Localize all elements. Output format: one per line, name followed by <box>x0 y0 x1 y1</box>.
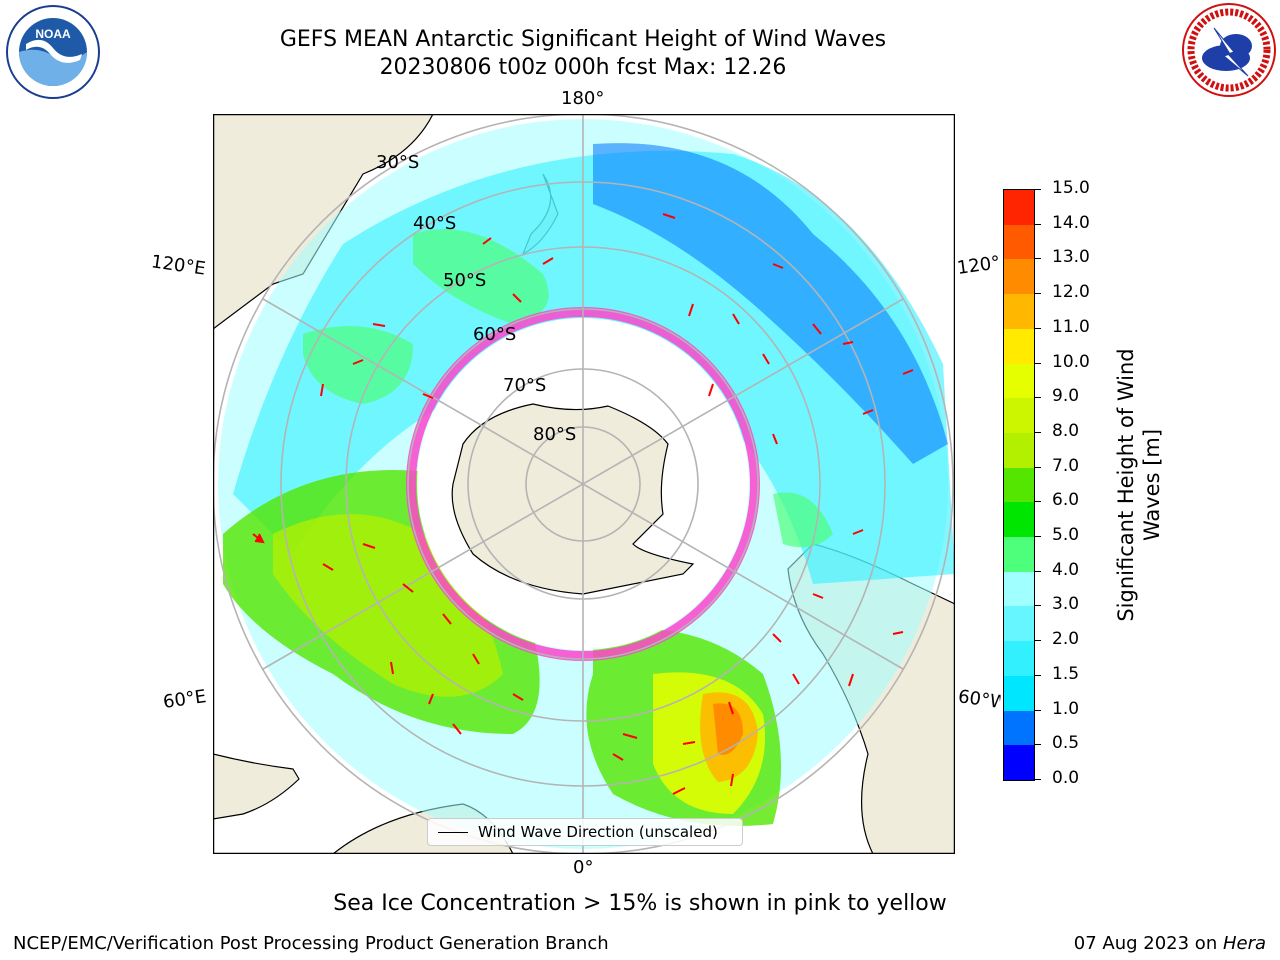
colorbar-tick-mark <box>1034 223 1041 225</box>
map-frame <box>213 114 955 854</box>
colorbar-tick-label: 7.0 <box>1052 455 1080 476</box>
lon-label-0: 0° <box>573 857 594 878</box>
colorbar-tick-label: 10.0 <box>1052 351 1090 372</box>
colorbar-tick-label: 9.0 <box>1052 386 1080 407</box>
chart-title: GEFS MEAN Antarctic Significant Height o… <box>279 27 887 52</box>
colorbar-tick-label: 0.0 <box>1052 768 1080 788</box>
colorbar-tick-mark <box>1034 674 1041 676</box>
colorbar-segment <box>1004 328 1034 364</box>
wave-direction-arrows <box>252 213 914 795</box>
colorbar-tick-label: 13.0 <box>1052 247 1090 268</box>
noaa-logo: NOAA <box>6 5 100 99</box>
colorbar-tick-mark <box>1034 362 1041 364</box>
colorbar-tick-label: 8.0 <box>1052 420 1080 441</box>
colorbar-segment <box>1004 501 1034 538</box>
colorbar-segment <box>1004 363 1034 399</box>
land-antarctica <box>451 403 695 595</box>
colorbar-segment <box>1004 536 1034 572</box>
lon-label-60e: 60°E <box>161 686 208 713</box>
legend-label: Wind Wave Direction (unscaled) <box>478 823 718 841</box>
colorbar-segment <box>1004 189 1034 225</box>
colorbar-tick-label: 5.0 <box>1052 525 1080 546</box>
colorbar-tick-mark <box>1034 431 1041 433</box>
colorbar-segment <box>1004 710 1034 746</box>
lon-label-180: 180° <box>561 88 605 109</box>
colorbar-title-line1: Significant Height of Wind <box>1114 348 1138 622</box>
footer-credit: NCEP/EMC/Verification Post Processing Pr… <box>13 933 609 954</box>
colorbar-segment <box>1004 640 1034 676</box>
colorbar-segment <box>1004 605 1034 642</box>
colorbar-segment <box>1004 293 1034 329</box>
colorbar-tick-mark <box>1034 744 1041 746</box>
colorbar-tick-label: 6.0 <box>1052 490 1080 511</box>
colorbar <box>1003 189 1035 781</box>
colorbar-tick-mark <box>1034 779 1041 780</box>
noaa-logo-text: NOAA <box>35 27 71 41</box>
graticule <box>213 114 954 854</box>
colorbar-tick-label: 4.0 <box>1052 559 1080 580</box>
lat-label-50s: 50°S <box>443 270 487 291</box>
colorbar-tick-mark <box>1034 640 1041 642</box>
lon-label-60w: 60°W <box>956 686 1002 713</box>
colorbar-segment <box>1004 675 1034 711</box>
colorbar-segment <box>1004 744 1034 780</box>
colorbar-tick-label: 0.5 <box>1052 733 1080 754</box>
colorbar-tick-mark <box>1034 501 1041 503</box>
lat-label-30s: 30°S <box>376 152 420 173</box>
colorbar-tick-label: 2.0 <box>1052 629 1080 650</box>
lat-label-60s: 60°S <box>473 324 517 345</box>
lat-label-70s: 70°S <box>503 375 547 396</box>
land-africa <box>213 753 300 820</box>
colorbar-tick-mark <box>1034 397 1041 399</box>
colorbar-tick-mark <box>1034 605 1041 607</box>
footer-host: Hera <box>1222 933 1266 954</box>
colorbar-title: Significant Height of Wind Waves [m] <box>1113 348 1165 621</box>
colorbar-tick-label: 15.0 <box>1052 178 1090 198</box>
colorbar-tick-mark <box>1034 570 1041 572</box>
legend-line-swatch <box>438 832 468 833</box>
colorbar-tick-mark <box>1034 293 1041 295</box>
map-legend: Wind Wave Direction (unscaled) <box>427 818 743 846</box>
lon-label-120e: 120°E <box>149 251 207 280</box>
colorbar-segment <box>1004 432 1034 468</box>
colorbar-title-line2: Waves [m] <box>1140 428 1164 542</box>
colorbar-tick-mark <box>1034 327 1041 329</box>
colorbar-tick-label: 11.0 <box>1052 316 1090 337</box>
colorbar-tick-label: 14.0 <box>1052 212 1090 233</box>
colorbar-segment <box>1004 224 1034 260</box>
colorbar-tick-label: 1.0 <box>1052 698 1080 719</box>
colorbar-segment <box>1004 467 1034 503</box>
colorbar-tick-mark <box>1034 536 1041 538</box>
lat-label-80s: 80°S <box>533 424 577 445</box>
colorbar-segment <box>1004 258 1034 295</box>
map-panel <box>213 114 955 854</box>
colorbar-segment <box>1004 397 1034 433</box>
sea-ice-note: Sea Ice Concentration > 15% is shown in … <box>333 891 947 916</box>
chart-subtitle: 20230806 t00z 000h fcst Max: 12.26 <box>379 55 787 80</box>
colorbar-tick-mark <box>1034 709 1041 711</box>
lon-label-120w: 120°W <box>955 252 1003 279</box>
footer-date: 07 Aug 2023 on <box>1073 933 1223 954</box>
colorbar-tick-label: 1.5 <box>1052 663 1080 684</box>
colorbar-tick-mark <box>1034 189 1041 190</box>
lat-label-40s: 40°S <box>413 213 457 234</box>
colorbar-tick-mark <box>1034 466 1041 468</box>
colorbar-tick-label: 12.0 <box>1052 282 1090 303</box>
nws-logo <box>1182 3 1276 97</box>
colorbar-tick-mark <box>1034 258 1041 260</box>
footer-timestamp: 07 Aug 2023 on Hera <box>1074 933 1266 954</box>
colorbar-segment <box>1004 571 1034 607</box>
colorbar-tick-label: 3.0 <box>1052 594 1080 615</box>
